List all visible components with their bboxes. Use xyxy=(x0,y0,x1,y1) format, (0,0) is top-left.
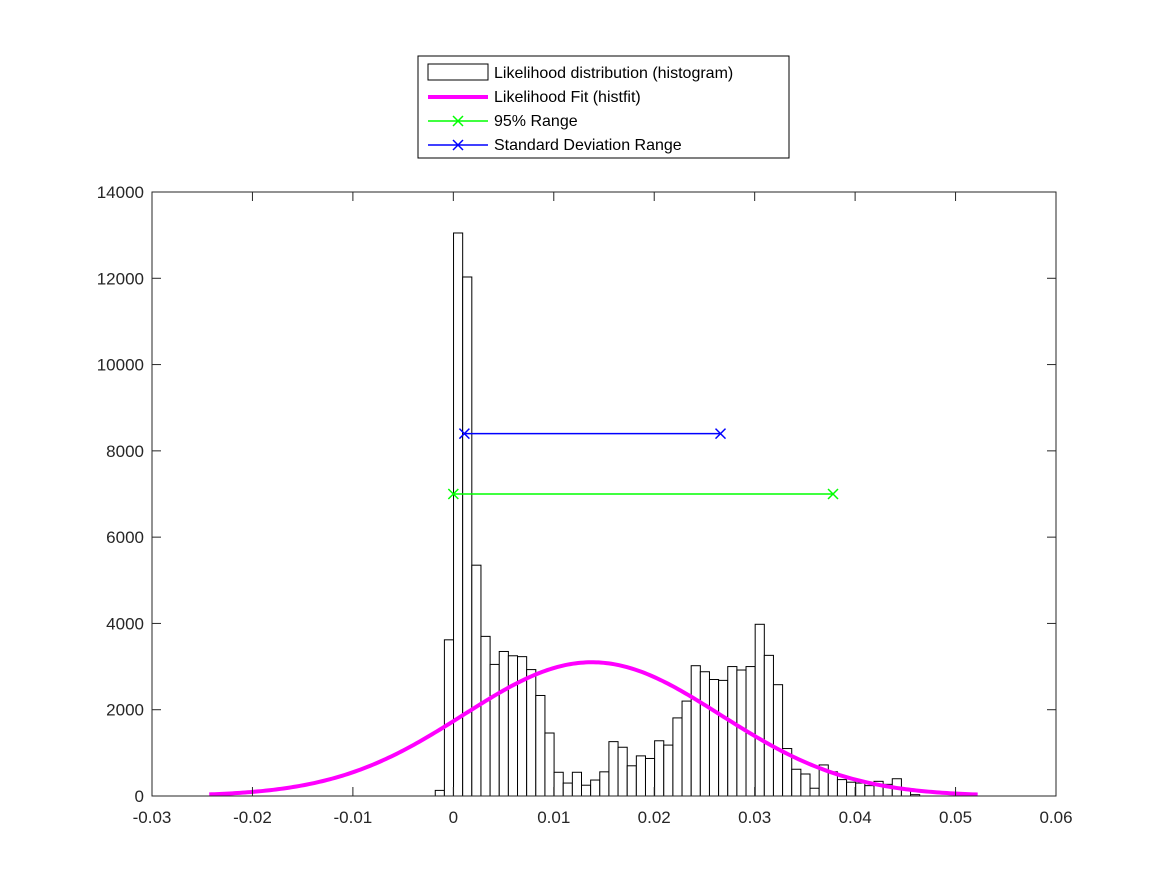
histogram-bar xyxy=(718,679,729,797)
histogram-bar xyxy=(763,654,774,797)
range-marker xyxy=(458,428,470,440)
histogram-bar xyxy=(590,779,601,797)
range-marker xyxy=(714,428,727,440)
x-tick-label: 0.04 xyxy=(839,808,872,827)
histogram-bar xyxy=(498,650,509,797)
histogram-bar xyxy=(699,671,710,797)
histogram-bar xyxy=(544,732,555,797)
histogram-bar xyxy=(809,787,820,797)
histogram-bar xyxy=(489,663,500,797)
histogram-bar xyxy=(562,782,573,797)
x-tick-label: 0.03 xyxy=(738,808,771,827)
histogram-bar xyxy=(772,684,784,797)
histogram-bar xyxy=(754,623,765,797)
legend-95-range-label: 95% Range xyxy=(494,113,578,130)
histogram-bar xyxy=(836,779,848,797)
histogram-bar xyxy=(617,746,628,797)
y-tick-label: 6000 xyxy=(106,528,144,547)
histogram-bar xyxy=(855,782,866,797)
histogram-bar xyxy=(608,741,619,797)
x-tick-label: -0.03 xyxy=(133,808,172,827)
range-marker xyxy=(447,488,459,500)
x-tick-label: 0.05 xyxy=(939,808,972,827)
histogram-bar xyxy=(800,773,811,797)
histogram-bar xyxy=(654,740,665,797)
legend-std-range-swatch xyxy=(428,139,488,151)
y-tick-label: 2000 xyxy=(106,701,144,720)
histogram-bar xyxy=(453,232,464,797)
plot-area xyxy=(151,191,1057,797)
x-tick-label: 0.06 xyxy=(1039,808,1072,827)
legend-histogram-label: Likelihood distribution (histogram) xyxy=(494,65,733,82)
range-std-line xyxy=(458,428,727,440)
range-95-line xyxy=(447,488,839,500)
legend-95-range-swatch xyxy=(428,115,488,127)
histogram-bar xyxy=(599,771,610,797)
y-tick-label: 8000 xyxy=(106,442,144,461)
axes-frame xyxy=(151,191,1057,797)
y-tick-label: 10000 xyxy=(97,356,144,375)
fit-curve xyxy=(209,660,978,797)
y-tick-label: 4000 xyxy=(106,614,144,633)
histogram-bar xyxy=(846,781,857,797)
x-tick-label: -0.01 xyxy=(334,808,373,827)
range-marker xyxy=(827,488,839,500)
histogram-bar xyxy=(663,744,674,797)
x-tick-label: 0.02 xyxy=(638,808,671,827)
y-axis-ticks: 0 2000 4000 6000 8000 10000 12000 14000 xyxy=(97,183,1056,806)
histogram-bar xyxy=(480,635,491,797)
histogram-bar xyxy=(581,784,592,797)
x-axis-ticks: -0.03 -0.02 -0.01 0 0.01 0.02 0.03 0.04 0.05 0.06 xyxy=(133,192,1073,827)
histogram-bar xyxy=(644,757,656,797)
histogram-bar xyxy=(727,666,738,797)
histogram-bar xyxy=(672,717,683,797)
x-tick-label: -0.02 xyxy=(233,808,272,827)
histogram-bar xyxy=(526,669,537,797)
y-tick-label: 14000 xyxy=(97,183,144,202)
legend-fit-label: Likelihood Fit (histfit) xyxy=(494,89,641,106)
x-tick-label: 0 xyxy=(449,808,458,827)
y-tick-label: 12000 xyxy=(97,269,144,288)
legend-histogram-swatch xyxy=(427,63,489,81)
histogram-bar xyxy=(553,771,564,797)
x-tick-label: 0.01 xyxy=(537,808,570,827)
histogram-bar xyxy=(507,655,519,797)
histogram-bar xyxy=(736,669,747,797)
histogram-bar xyxy=(681,700,692,797)
histogram-bar xyxy=(864,785,875,797)
range-lines xyxy=(447,428,839,500)
histogram-bar xyxy=(791,768,802,797)
histogram-bar xyxy=(571,771,583,797)
histogram-bar xyxy=(535,694,546,797)
histogram-bar xyxy=(708,679,720,797)
legend-std-range-label: Standard Deviation Range xyxy=(494,137,682,154)
histogram-bar xyxy=(462,276,473,797)
histogram-bar xyxy=(443,639,455,797)
y-tick-label: 0 xyxy=(135,787,144,806)
histogram-bar xyxy=(626,765,637,797)
histogram-bar xyxy=(471,564,482,797)
legend: Likelihood distribution (histogram) Like… xyxy=(417,55,790,159)
histogram-bar xyxy=(635,755,646,797)
histogram-bar xyxy=(690,665,701,797)
histogram-bar xyxy=(434,789,445,797)
